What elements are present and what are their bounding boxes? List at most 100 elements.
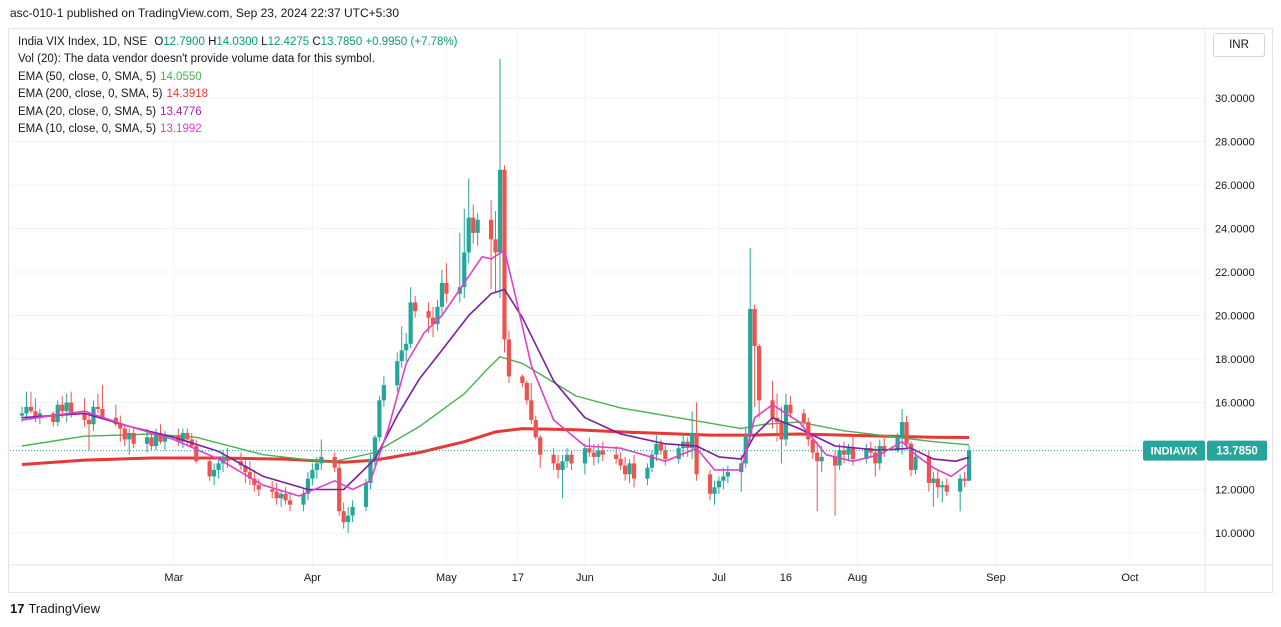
- ohlc-high: 14.0300: [216, 36, 258, 48]
- candle-body: [564, 454, 570, 462]
- candle-body: [748, 308, 753, 436]
- legend-ema200-row[interactable]: EMA (200, close, 0, SMA, 5) 14.3918: [18, 86, 458, 103]
- candle-body: [654, 443, 659, 455]
- candle-body: [591, 452, 596, 457]
- candle-body: [721, 476, 726, 481]
- candle-body: [819, 456, 824, 462]
- candle-body: [712, 487, 717, 494]
- y-tick-label: 16.0000: [1215, 398, 1255, 410]
- candle-body: [404, 343, 409, 351]
- ohlc-low: 12.4275: [267, 36, 310, 48]
- candle-body: [131, 432, 136, 444]
- candle-body: [506, 339, 512, 377]
- candle-body: [408, 302, 413, 344]
- candle-body: [225, 456, 230, 462]
- y-tick-label: 24.0000: [1215, 224, 1255, 236]
- x-tick-label: Mar: [164, 572, 183, 584]
- candle-body: [832, 456, 838, 466]
- candle-body: [725, 472, 730, 477]
- candle-body: [211, 469, 217, 477]
- candle-body: [596, 450, 601, 457]
- candle-body: [162, 435, 168, 442]
- candle-body: [180, 432, 185, 442]
- ema50-label: EMA (50, close, 0, SMA, 5): [18, 70, 157, 83]
- ohlc-low-label: L: [261, 36, 268, 48]
- x-tick-label: 17: [512, 572, 524, 584]
- currency-selector[interactable]: INR: [1213, 33, 1265, 57]
- candle-body: [252, 478, 257, 486]
- candle-body: [931, 478, 936, 483]
- ohlc-close-label: C: [312, 36, 321, 48]
- candle-body: [395, 361, 400, 386]
- price-tag-value: 13.7850: [1216, 446, 1258, 458]
- legend-volume-row[interactable]: Vol (20): The data vendor doesn't provid…: [18, 53, 375, 66]
- ohlc-high-label: H: [208, 36, 217, 48]
- candle-body: [752, 308, 757, 346]
- ema-200-line: [21, 427, 970, 466]
- candle-body: [368, 459, 373, 483]
- ema50-value: 14.0550: [160, 70, 202, 83]
- ohlc-close: 13.7850: [320, 36, 363, 48]
- candle-body: [95, 406, 101, 410]
- ema200-label: EMA (200, close, 0, SMA, 5): [18, 88, 163, 101]
- candle-body: [676, 448, 681, 460]
- symbol-info[interactable]: India VIX Index, 1D, NSE: [18, 36, 148, 48]
- candle-body: [377, 400, 382, 438]
- candle-body: [627, 463, 632, 475]
- candle-body: [279, 493, 284, 499]
- candle-body: [310, 469, 315, 479]
- candle-body: [332, 456, 337, 468]
- candle-body: [944, 485, 949, 492]
- candle-body: [274, 491, 279, 499]
- candle-body: [247, 472, 252, 479]
- candle-body: [372, 437, 378, 460]
- candle-body: [520, 376, 525, 383]
- candle-body: [850, 448, 856, 460]
- tradingview-logo-icon: 17: [10, 601, 25, 616]
- candle-body: [649, 454, 655, 468]
- candle-body: [399, 350, 404, 362]
- chart-frame[interactable]: [8, 28, 1273, 593]
- x-tick-label: Jul: [712, 572, 726, 584]
- candle-body: [69, 402, 74, 414]
- candle-body: [663, 450, 668, 460]
- candle-body: [118, 424, 123, 429]
- candle-body: [493, 239, 498, 253]
- legend-ema50-row[interactable]: EMA (50, close, 0, SMA, 5) 14.0550: [18, 69, 458, 86]
- candle-body: [466, 217, 471, 253]
- ema-50-line: [21, 356, 970, 463]
- candle-body: [19, 413, 25, 416]
- legend-ema20-row[interactable]: EMA (20, close, 0, SMA, 5) 13.4776: [18, 104, 458, 121]
- candle-body: [270, 489, 275, 492]
- ohlc-open-label: O: [154, 36, 164, 48]
- y-tick-label: 26.0000: [1215, 180, 1255, 192]
- ema20-path: [21, 288, 970, 491]
- price-tag-value-box: [1207, 440, 1267, 461]
- candle-body: [314, 463, 319, 470]
- candle-body: [743, 435, 748, 464]
- candle-body: [788, 404, 793, 414]
- candle-body: [614, 454, 619, 460]
- candle-body: [24, 406, 29, 414]
- candle-body: [430, 317, 436, 325]
- legend-ema10-row[interactable]: EMA (10, close, 0, SMA, 5) 13.1992: [18, 121, 458, 138]
- candle-body: [462, 252, 467, 288]
- candle-body: [144, 437, 150, 444]
- candle-body: [113, 417, 118, 425]
- candle-body: [287, 500, 293, 505]
- candle-body: [926, 456, 931, 483]
- candle-body: [533, 419, 538, 438]
- footer-brand[interactable]: 17 TradingView: [10, 601, 100, 616]
- candle-body: [435, 306, 440, 325]
- candle-body: [940, 485, 945, 488]
- candle-body: [363, 482, 369, 507]
- candle-body: [582, 448, 587, 464]
- candle-body: [757, 345, 762, 401]
- y-tick-label: 28.0000: [1215, 137, 1255, 149]
- legend-ohlc-row: India VIX Index, 1D, NSE O12.7900 H14.03…: [18, 34, 458, 51]
- candle-body: [502, 169, 507, 340]
- candle-body: [958, 478, 963, 492]
- candle-body: [658, 443, 663, 451]
- y-tick-label: 30.0000: [1215, 93, 1255, 105]
